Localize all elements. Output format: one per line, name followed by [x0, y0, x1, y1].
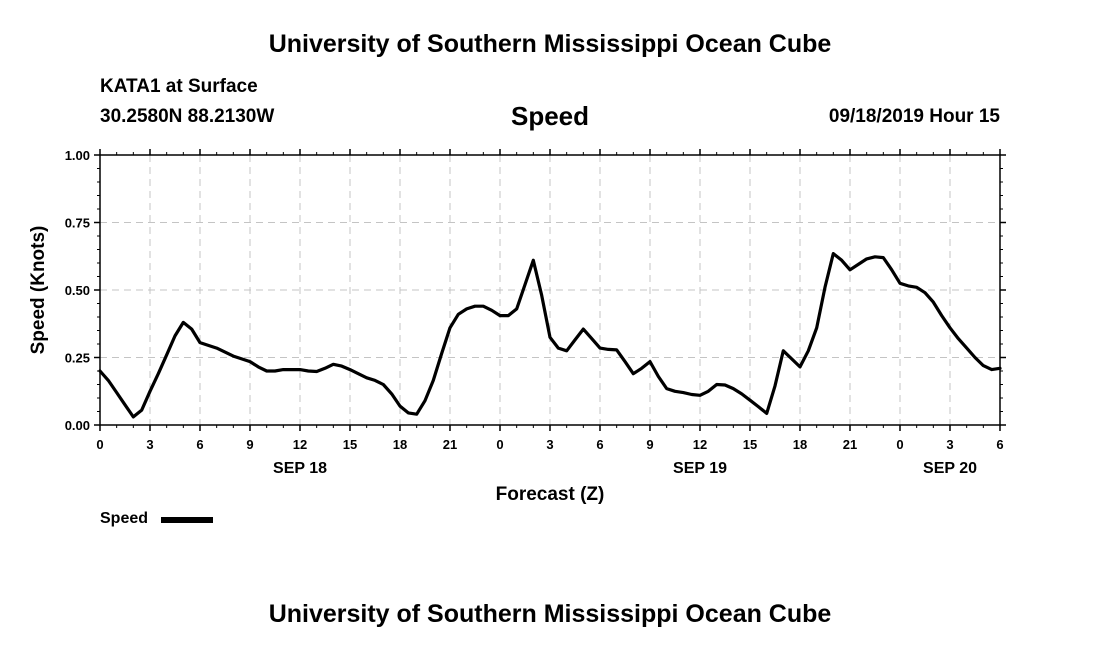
x-tick-label: 15	[343, 437, 357, 452]
x-tick-label: 9	[646, 437, 653, 452]
forecast-datetime: 09/18/2019 Hour 15	[828, 106, 1000, 127]
chart-title-bottom: University of Southern Mississippi Ocean…	[268, 600, 832, 628]
y-axis-title: Speed (Knots)	[28, 226, 49, 355]
x-tick-label: 0	[96, 437, 103, 452]
axis-labels: 0.00 0.25 0.50 0.75 1.00 0 3 6 9 12 15 18 21 0 3 6 9 12 15…	[28, 148, 1004, 505]
y-tick-label: 0.00	[65, 418, 90, 433]
plot-frame	[99, 154, 1001, 426]
date-label: SEP 20	[923, 460, 977, 477]
x-tick-label: 12	[293, 437, 307, 452]
series-line-speed	[98, 252, 1002, 419]
x-tick-label: 15	[743, 437, 757, 452]
x-tick-label: 21	[443, 437, 457, 452]
x-tick-label: 9	[246, 437, 253, 452]
legend-label: Speed	[100, 510, 149, 527]
x-tick-label: 18	[393, 437, 407, 452]
y-tick-label: 0.25	[65, 351, 90, 366]
x-tick-label: 3	[546, 437, 553, 452]
y-tick-label: 0.75	[65, 216, 90, 231]
x-tick-label: 6	[996, 437, 1003, 452]
x-tick-label: 3	[146, 437, 153, 452]
x-tick-label: 21	[843, 437, 857, 452]
x-tick-label: 3	[946, 437, 953, 452]
x-tick-label: 12	[693, 437, 707, 452]
x-tick-label: 0	[896, 437, 903, 452]
variable-title: Speed	[510, 101, 590, 131]
x-axis-title: Forecast (Z)	[496, 484, 605, 505]
station-label: KATA1 at Surface	[100, 76, 258, 97]
chart-title-top: University of Southern Mississippi Ocean…	[268, 30, 832, 58]
series-layer	[98, 252, 1002, 419]
x-tick-label: 6	[596, 437, 603, 452]
x-tick-label: 18	[793, 437, 807, 452]
x-tick-label: 6	[196, 437, 203, 452]
x-tick-label: 0	[496, 437, 503, 452]
grid	[100, 155, 1000, 425]
legend-swatch	[161, 517, 213, 523]
y-tick-label: 0.50	[65, 283, 90, 298]
date-label: SEP 18	[273, 460, 327, 477]
y-tick-label: 1.00	[65, 148, 90, 163]
coordinates-label: 30.2580N 88.2130W	[100, 106, 275, 127]
date-label: SEP 19	[673, 460, 727, 477]
